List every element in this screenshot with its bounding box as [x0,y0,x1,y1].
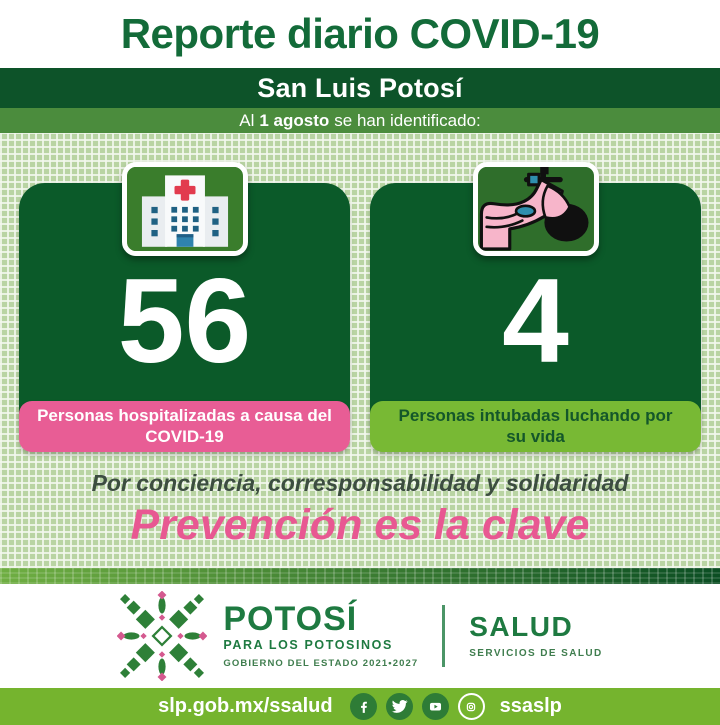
potosi-rosette-logo [117,591,208,681]
salud-agency-block: SALUD SERVICIOS DE SALUD [469,611,603,660]
logos-footer: POTOSÍ PARA LOS POTOSINOS GOBIERNO DEL E… [0,584,720,688]
youtube-icon [421,693,449,720]
stats-section: 56 Personas hospitalizadas a causa del C… [0,133,720,568]
brand-tagline: PARA LOS POTOSINOS [223,638,393,652]
hospitalized-label-banner: Personas hospitalizadas a causa del COVI… [19,401,350,452]
agency-name: SALUD [469,611,574,642]
instagram-icon [457,693,485,720]
slogan-line-1: Por conciencia, corresponsabilidad y sol… [91,470,629,496]
slogan-line-2: Prevención es la clave [130,501,590,549]
stat-cards-row: 56 Personas hospitalizadas a causa del C… [0,162,720,452]
bottom-bar: slp.gob.mx/ssalud ssaslp [0,688,720,725]
page-title: Reporte diario COVID-19 [120,10,600,57]
agency-subtitle: SERVICIOS DE SALUD [469,648,603,659]
intubated-label-banner: Personas intubadas luchando por su vida [370,401,701,452]
hospital-icon [121,162,248,256]
state-banner: San Luis Potosí [0,68,720,108]
intubated-count: 4 [502,254,569,388]
intubated-label: Personas intubadas luchando por su vida [398,405,673,446]
decorative-strip [0,568,720,584]
intubation-icon [472,162,599,256]
stat-card-intubated: 4 Personas intubadas luchando por su vid… [370,162,701,452]
social-handle: ssaslp [499,695,562,717]
brand-government: GOBIERNO DEL ESTADO 2021•2027 [223,658,419,669]
brand-name: POTOSÍ [223,600,358,638]
twitter-icon [385,693,413,720]
hospitalized-label: Personas hospitalizadas a causa del COVI… [37,405,332,446]
logo-divider [442,605,446,667]
facebook-icon [349,693,377,720]
state-name: San Luis Potosí [257,72,463,103]
date-banner: Al 1 agosto se han identificado: [0,108,720,133]
date-prefix: Al [239,110,255,130]
website-url: slp.gob.mx/ssalud [158,695,333,717]
date-value: 1 agosto [259,110,330,130]
potosi-brand-block: POTOSÍ PARA LOS POTOSINOS GOBIERNO DEL E… [223,600,419,669]
stat-card-hospitalized: 56 Personas hospitalizadas a causa del C… [19,162,350,452]
poster-header: Reporte diario COVID-19 [0,0,720,68]
hospitalized-count: 56 [117,254,252,388]
date-suffix: se han identificado: [334,110,481,130]
